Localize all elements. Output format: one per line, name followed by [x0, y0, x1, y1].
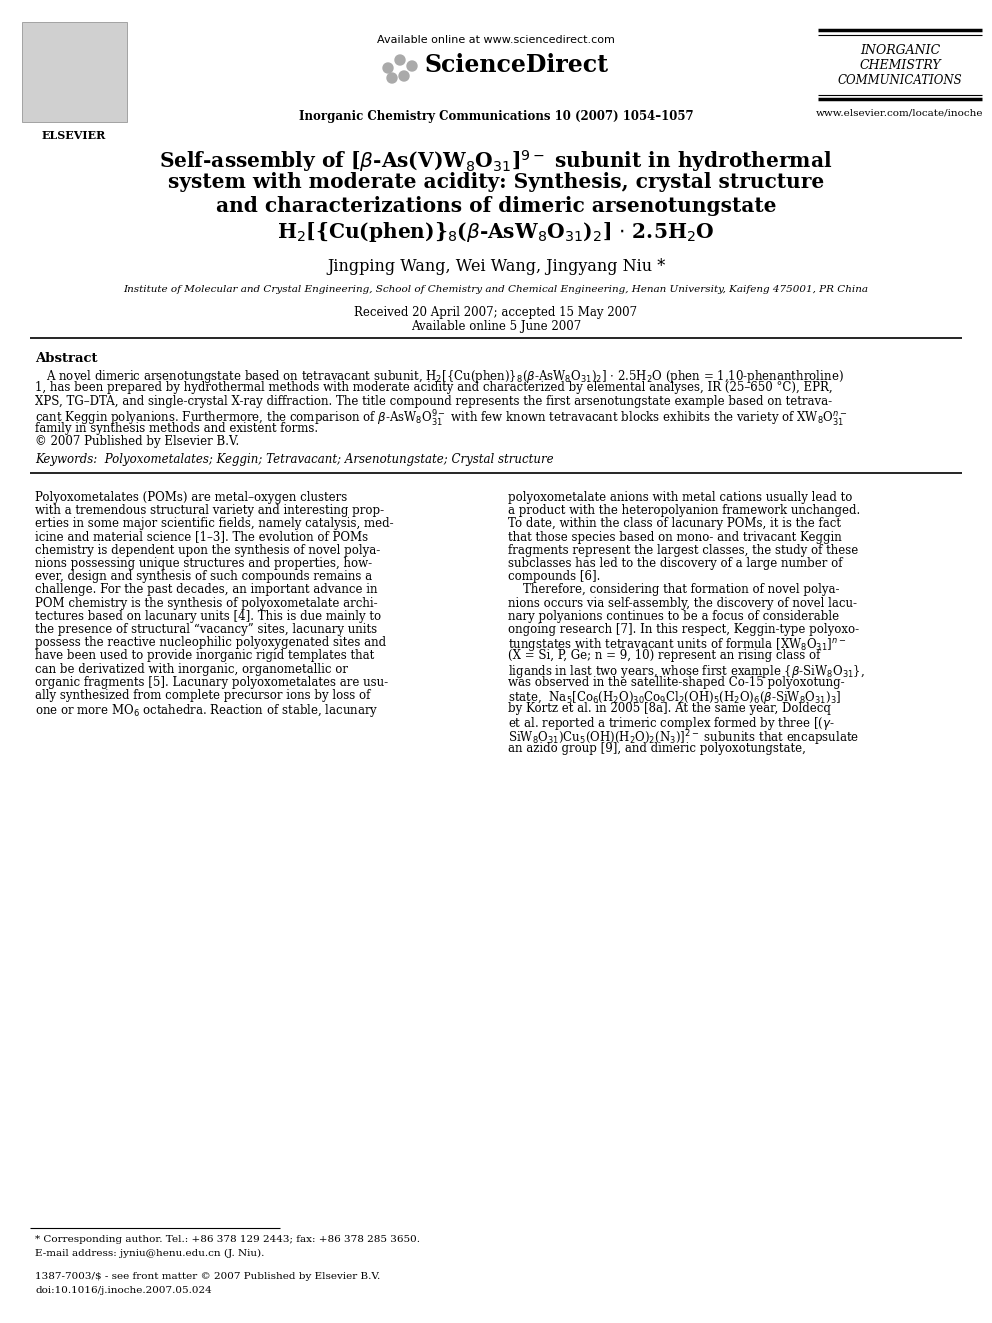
Text: possess the reactive nucleophilic polyoxygenated sites and: possess the reactive nucleophilic polyox… [35, 636, 386, 650]
Text: To date, within the class of lacunary POMs, it is the fact: To date, within the class of lacunary PO… [508, 517, 841, 531]
Text: compounds [6].: compounds [6]. [508, 570, 600, 583]
Text: www.elsevier.com/locate/inoche: www.elsevier.com/locate/inoche [816, 108, 984, 116]
Text: ever, design and synthesis of such compounds remains a: ever, design and synthesis of such compo… [35, 570, 372, 583]
Text: Institute of Molecular and Crystal Engineering, School of Chemistry and Chemical: Institute of Molecular and Crystal Engin… [123, 284, 869, 294]
Text: COMMUNICATIONS: COMMUNICATIONS [837, 74, 962, 87]
Text: POM chemistry is the synthesis of polyoxometalate archi-: POM chemistry is the synthesis of polyox… [35, 597, 378, 610]
Text: nary polyanions continues to be a focus of considerable: nary polyanions continues to be a focus … [508, 610, 839, 623]
Text: SiW$_8$O$_{31}$)Cu$_5$(OH)(H$_2$O)$_2$(N$_3$)]$^{2-}$ subunits that encapsulate: SiW$_8$O$_{31}$)Cu$_5$(OH)(H$_2$O)$_2$(N… [508, 729, 859, 749]
Text: family in synthesis methods and existent forms.: family in synthesis methods and existent… [35, 422, 318, 435]
Text: Keywords:  Polyoxometalates; Keggin; Tetravacant; Arsenotungstate; Crystal struc: Keywords: Polyoxometalates; Keggin; Tetr… [35, 452, 554, 466]
Text: the presence of structural “vacancy” sites, lacunary units: the presence of structural “vacancy” sit… [35, 623, 377, 636]
Text: an azido group [9], and dimeric polyoxotungstate,: an azido group [9], and dimeric polyoxot… [508, 742, 806, 755]
Text: Self-assembly of [$\beta$-As(V)W$_8$O$_{31}$]$^{9-}$ subunit in hydrothermal: Self-assembly of [$\beta$-As(V)W$_8$O$_{… [160, 148, 832, 173]
Text: Abstract: Abstract [35, 352, 97, 365]
Circle shape [387, 73, 397, 83]
Text: H$_2$[{Cu(phen)}$_8$($\beta$-AsW$_8$O$_{31}$)$_2$] $\cdot$ 2.5H$_2$O: H$_2$[{Cu(phen)}$_8$($\beta$-AsW$_8$O$_{… [277, 220, 715, 243]
Text: ligands in last two years, whose first example {$\beta$-SiW$_8$O$_{31}$},: ligands in last two years, whose first e… [508, 663, 865, 680]
Text: ELSEVIER: ELSEVIER [42, 130, 106, 142]
Text: with a tremendous structural variety and interesting prop-: with a tremendous structural variety and… [35, 504, 384, 517]
Text: can be derivatized with inorganic, organometallic or: can be derivatized with inorganic, organ… [35, 663, 348, 676]
Text: state,  Na$_5$[Co$_6$(H$_2$O)$_{30}$Co$_9$Cl$_2$(OH)$_5$(H$_2$O)$_6$($\beta$-SiW: state, Na$_5$[Co$_6$(H$_2$O)$_{30}$Co$_9… [508, 689, 841, 706]
Text: tectures based on lacunary units [4]. This is due mainly to: tectures based on lacunary units [4]. Th… [35, 610, 381, 623]
Text: a product with the heteropolyanion framework unchanged.: a product with the heteropolyanion frame… [508, 504, 860, 517]
Text: ally synthesized from complete precursor ions by loss of: ally synthesized from complete precursor… [35, 689, 370, 703]
Circle shape [395, 56, 405, 65]
Text: ScienceDirect: ScienceDirect [424, 53, 608, 77]
Text: erties in some major scientific fields, namely catalysis, med-: erties in some major scientific fields, … [35, 517, 394, 531]
Text: have been used to provide inorganic rigid templates that: have been used to provide inorganic rigi… [35, 650, 374, 663]
Text: and characterizations of dimeric arsenotungstate: and characterizations of dimeric arsenot… [215, 196, 777, 216]
Text: Received 20 April 2007; accepted 15 May 2007: Received 20 April 2007; accepted 15 May … [354, 306, 638, 319]
Text: organic fragments [5]. Lacunary polyoxometalates are usu-: organic fragments [5]. Lacunary polyoxom… [35, 676, 388, 689]
Text: XPS, TG–DTA, and single-crystal X-ray diffraction. The title compound represents: XPS, TG–DTA, and single-crystal X-ray di… [35, 396, 832, 407]
Circle shape [383, 64, 393, 73]
Text: (X = Si, P, Ge; n = 9, 10) represent an rising class of: (X = Si, P, Ge; n = 9, 10) represent an … [508, 650, 820, 663]
Text: Therefore, considering that formation of novel polya-: Therefore, considering that formation of… [508, 583, 839, 597]
Text: that those species based on mono- and trivacant Keggin: that those species based on mono- and tr… [508, 531, 842, 544]
Text: was observed in the satellite-shaped Co-15 polyoxotung-: was observed in the satellite-shaped Co-… [508, 676, 844, 689]
Text: fragments represent the largest classes, the study of these: fragments represent the largest classes,… [508, 544, 858, 557]
Text: subclasses has led to the discovery of a large number of: subclasses has led to the discovery of a… [508, 557, 842, 570]
Text: cant Keggin polyanions. Furthermore, the comparison of $\beta$-AsW$_8$O$^{9-}_{3: cant Keggin polyanions. Furthermore, the… [35, 409, 847, 429]
Text: A novel dimeric arsenotungstate based on tetravacant subunit, H$_2$[{Cu(phen)}$_: A novel dimeric arsenotungstate based on… [35, 368, 844, 385]
Text: polyoxometalate anions with metal cations usually lead to: polyoxometalate anions with metal cation… [508, 491, 852, 504]
Circle shape [399, 71, 409, 81]
Text: ongoing research [7]. In this respect, Keggin-type polyoxo-: ongoing research [7]. In this respect, K… [508, 623, 859, 636]
Text: 1387-7003/$ - see front matter © 2007 Published by Elsevier B.V.: 1387-7003/$ - see front matter © 2007 Pu… [35, 1271, 380, 1281]
Text: chemistry is dependent upon the synthesis of novel polya-: chemistry is dependent upon the synthesi… [35, 544, 380, 557]
Text: et al. reported a trimeric complex formed by three [($\gamma$-: et al. reported a trimeric complex forme… [508, 716, 835, 733]
Text: Inorganic Chemistry Communications 10 (2007) 1054–1057: Inorganic Chemistry Communications 10 (2… [299, 110, 693, 123]
Text: one or more MO$_6$ octahedra. Reaction of stable, lacunary: one or more MO$_6$ octahedra. Reaction o… [35, 703, 379, 720]
Text: © 2007 Published by Elsevier B.V.: © 2007 Published by Elsevier B.V. [35, 435, 239, 448]
Text: doi:10.1016/j.inoche.2007.05.024: doi:10.1016/j.inoche.2007.05.024 [35, 1286, 211, 1295]
Text: icine and material science [1–3]. The evolution of POMs: icine and material science [1–3]. The ev… [35, 531, 368, 544]
Text: Available online 5 June 2007: Available online 5 June 2007 [411, 320, 581, 333]
Text: CHEMISTRY: CHEMISTRY [859, 60, 940, 71]
Text: E-mail address: jyniu@henu.edu.cn (J. Niu).: E-mail address: jyniu@henu.edu.cn (J. Ni… [35, 1249, 265, 1258]
Text: nions occurs via self-assembly, the discovery of novel lacu-: nions occurs via self-assembly, the disc… [508, 597, 857, 610]
Text: Available online at www.sciencedirect.com: Available online at www.sciencedirect.co… [377, 34, 615, 45]
Text: nions possessing unique structures and properties, how-: nions possessing unique structures and p… [35, 557, 372, 570]
Text: INORGANIC: INORGANIC [860, 44, 940, 57]
Circle shape [407, 61, 417, 71]
Text: by Kortz et al. in 2005 [8a]. At the same year, Doldecq: by Kortz et al. in 2005 [8a]. At the sam… [508, 703, 831, 716]
Text: Polyoxometalates (POMs) are metal–oxygen clusters: Polyoxometalates (POMs) are metal–oxygen… [35, 491, 347, 504]
Text: challenge. For the past decades, an important advance in: challenge. For the past decades, an impo… [35, 583, 378, 597]
Text: * Corresponding author. Tel.: +86 378 129 2443; fax: +86 378 285 3650.: * Corresponding author. Tel.: +86 378 12… [35, 1234, 420, 1244]
Text: 1, has been prepared by hydrothermal methods with moderate acidity and character: 1, has been prepared by hydrothermal met… [35, 381, 832, 394]
Text: tungstates with tetravacant units of formula [XW$_8$O$_{31}$]$^{n-}$: tungstates with tetravacant units of for… [508, 636, 846, 654]
Bar [22, 22, 127, 122]
Text: system with moderate acidity: Synthesis, crystal structure: system with moderate acidity: Synthesis,… [168, 172, 824, 192]
Text: Jingping Wang, Wei Wang, Jingyang Niu *: Jingping Wang, Wei Wang, Jingyang Niu * [327, 258, 665, 275]
